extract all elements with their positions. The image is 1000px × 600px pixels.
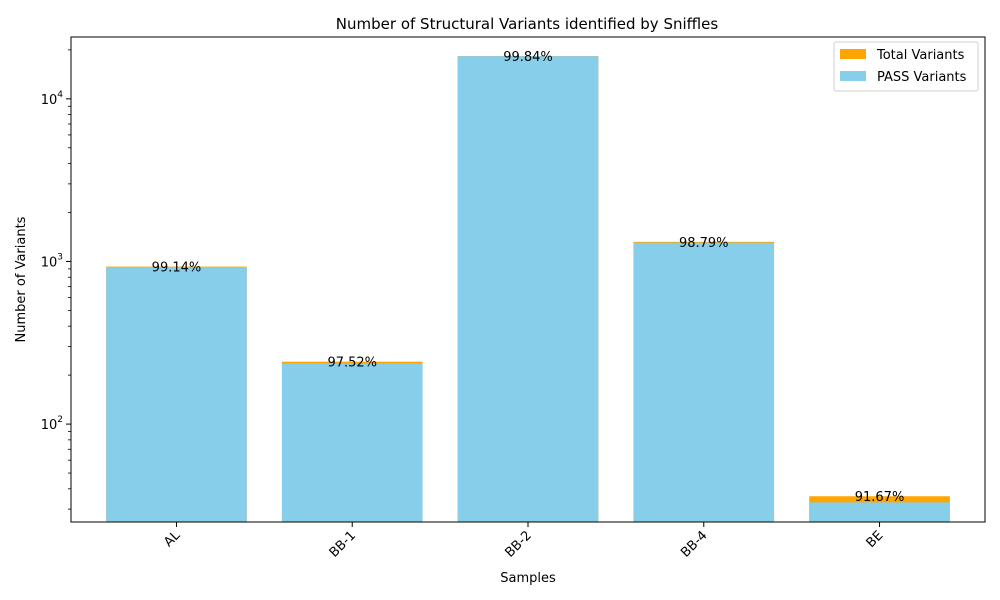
- bar-pass-bb-1: [281, 363, 423, 522]
- x-axis: AL BB-1 BB-2 BB-4 BE: [161, 522, 886, 561]
- bar-pass-bb-2: [457, 56, 599, 523]
- y-tick-label: 102: [41, 415, 63, 433]
- bar-pass-be: [809, 502, 950, 522]
- bars-layer: [106, 56, 950, 523]
- legend-swatch-total: [840, 49, 866, 59]
- y-axis: 102 103 104: [41, 49, 71, 510]
- bar-pass-al: [106, 267, 247, 522]
- x-tick-label-bb-1: BB-1: [327, 528, 359, 560]
- bar-label-be: 91.67%: [855, 490, 905, 505]
- legend-swatch-pass: [840, 71, 866, 81]
- bar-label-bb-2: 99.84%: [503, 50, 553, 65]
- legend-box: [833, 41, 979, 92]
- legend: Total Variants PASS Variants: [833, 41, 979, 92]
- x-tick-label-bb-4: BB-4: [678, 528, 710, 560]
- y-tick-label: 104: [41, 90, 64, 108]
- x-tick-label-bb-2: BB-2: [502, 528, 534, 560]
- legend-label-pass: PASS Variants: [877, 70, 967, 85]
- y-tick-label: 103: [41, 252, 63, 270]
- x-axis-label: Samples: [500, 571, 556, 586]
- chart-title: Number of Structural Variants identified…: [336, 15, 719, 33]
- x-tick-label-be: BE: [864, 528, 887, 551]
- bar-pass-bb-4: [633, 242, 775, 522]
- bar-labels-layer: 99.14% 97.52% 99.84% 98.79% 91.67%: [152, 50, 905, 505]
- bar-label-al: 99.14%: [152, 261, 202, 276]
- legend-label-total: Total Variants: [876, 48, 965, 63]
- y-axis-label: Number of Variants: [14, 216, 29, 342]
- x-tick-label-al: AL: [161, 528, 184, 551]
- bar-label-bb-1: 97.52%: [327, 356, 377, 371]
- bar-label-bb-4: 98.79%: [679, 236, 729, 251]
